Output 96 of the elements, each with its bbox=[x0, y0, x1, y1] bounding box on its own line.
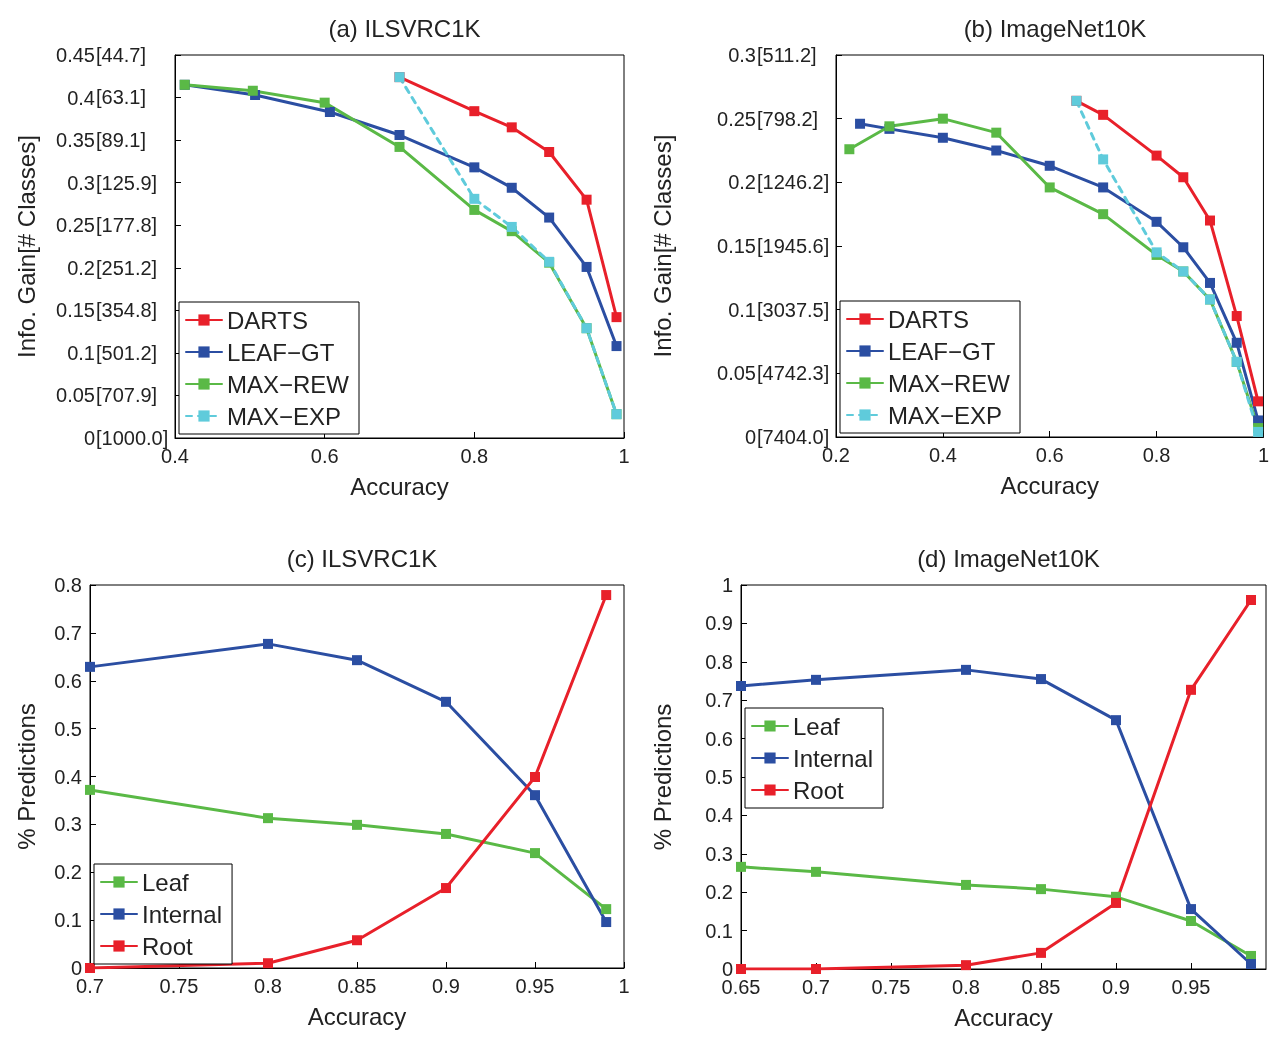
y-tick-label: 0.7 bbox=[54, 621, 82, 644]
y-tick-label: 1 bbox=[721, 574, 733, 596]
y-tick-label: 0.6 bbox=[705, 727, 733, 750]
y-tick-label: 0 bbox=[70, 957, 82, 979]
y-tick-label: 0.8 bbox=[54, 574, 82, 596]
x-tick-label: 0.7 bbox=[802, 976, 830, 998]
y-tick-label: 0.4 bbox=[705, 804, 733, 827]
y-tick-label: 0.5 bbox=[705, 766, 733, 788]
chart-title: (d) ImageNet10K bbox=[917, 544, 1100, 572]
legend-label: MAX−EXP bbox=[227, 402, 342, 430]
x-tick-label: 0.85 bbox=[337, 975, 377, 997]
x-tick-label: 0.95 bbox=[1171, 976, 1211, 998]
x-tick-label: 0.8 bbox=[254, 975, 282, 997]
y-tick-label: 0.3 bbox=[67, 171, 95, 194]
y2-tick-label: [89.1] bbox=[96, 129, 147, 152]
y-axis-title: % Predictions bbox=[648, 703, 676, 851]
y-tick-label: 0.3 bbox=[728, 44, 756, 66]
legend-label: DARTS bbox=[227, 306, 308, 334]
y-tick-label: 0.15 bbox=[56, 299, 95, 322]
y-tick-label: 0.15 bbox=[717, 235, 756, 257]
legend-label: LEAF−GT bbox=[227, 338, 335, 366]
y-tick-label: 0.4 bbox=[54, 765, 82, 788]
y2-tick-label: [3037.5] bbox=[757, 298, 830, 321]
legend-label: Root bbox=[142, 932, 194, 960]
y-tick-label: 0.9 bbox=[705, 612, 733, 635]
y2-tick-label: [1945.6] bbox=[757, 235, 830, 258]
x-tick-label: 0.8 bbox=[460, 445, 489, 467]
chart-title: (a) ILSVRC1K bbox=[328, 14, 481, 42]
y-tick-label: 0.3 bbox=[705, 842, 733, 865]
legend-label: MAX−EXP bbox=[888, 401, 1003, 429]
y-axis-title: Info. Gain[# Classes] bbox=[12, 135, 40, 358]
y2-tick-label: [501.2] bbox=[96, 341, 158, 364]
legend-label: MAX−REW bbox=[888, 369, 1011, 397]
y-tick-label: 0.5 bbox=[54, 717, 82, 740]
x-tick-label: 0.6 bbox=[1035, 444, 1064, 466]
y2-tick-label: [63.1] bbox=[96, 86, 147, 109]
y2-tick-label: [1246.2] bbox=[757, 171, 830, 194]
y-tick-label: 0.7 bbox=[705, 689, 733, 712]
y-tick-label: 0.8 bbox=[705, 650, 733, 673]
y-tick-label: 0 bbox=[744, 426, 756, 448]
y2-tick-label: [251.2] bbox=[96, 256, 158, 279]
y-tick-label: 0.1 bbox=[728, 298, 756, 321]
y-axis-title: Info. Gain[# Classes] bbox=[648, 134, 676, 358]
legend-label: Root bbox=[793, 776, 845, 804]
y-tick-label: 0.2 bbox=[67, 256, 95, 279]
x-tick-label: 0.9 bbox=[432, 975, 460, 997]
x-tick-label: 1 bbox=[1257, 444, 1269, 466]
x-tick-label: 0.8 bbox=[952, 976, 980, 998]
y-tick-label: 0.4 bbox=[67, 86, 95, 109]
x-tick-label: 0.4 bbox=[928, 444, 957, 466]
y-tick-label: 0.35 bbox=[56, 129, 95, 152]
y-tick-label: 0.2 bbox=[54, 861, 82, 884]
y-tick-label: 0.3 bbox=[54, 813, 82, 836]
x-tick-label: 0.75 bbox=[871, 976, 911, 998]
x-tick-label: 1 bbox=[618, 445, 630, 467]
y2-tick-label: [44.7] bbox=[96, 44, 147, 66]
y-tick-label: 0.6 bbox=[54, 669, 82, 692]
y2-tick-label: [798.2] bbox=[757, 107, 819, 130]
y2-tick-label: [707.9] bbox=[96, 384, 158, 407]
x-tick-label: 0.6 bbox=[310, 445, 339, 467]
x-tick-label: 0.95 bbox=[515, 975, 555, 997]
chart-title: (c) ILSVRC1K bbox=[286, 544, 438, 572]
y-tick-label: 0.25 bbox=[56, 214, 95, 237]
y-tick-label: 0.45 bbox=[56, 44, 95, 66]
x-axis-title: Accuracy bbox=[350, 472, 449, 500]
y2-tick-label: [125.9] bbox=[96, 171, 158, 194]
y-tick-label: 0.1 bbox=[705, 919, 733, 942]
y-tick-label: 0.1 bbox=[67, 341, 95, 364]
y2-tick-label: [4742.3] bbox=[757, 362, 830, 385]
legend-label: Internal bbox=[793, 744, 874, 772]
x-tick-label: 0.9 bbox=[1102, 976, 1130, 998]
chart-title: (b) ImageNet10K bbox=[963, 14, 1147, 42]
legend-label: LEAF−GT bbox=[888, 337, 996, 365]
y-axis-title: % Predictions bbox=[12, 703, 40, 850]
y-tick-label: 0.05 bbox=[56, 384, 95, 407]
x-axis-title: Accuracy bbox=[954, 1003, 1053, 1031]
legend-label: Internal bbox=[142, 900, 223, 928]
x-tick-label: 1 bbox=[618, 975, 630, 997]
legend-label: Leaf bbox=[793, 712, 841, 740]
y-tick-label: 0 bbox=[83, 427, 95, 449]
y-tick-label: 0.2 bbox=[728, 171, 756, 194]
y2-tick-label: [354.8] bbox=[96, 299, 158, 322]
y-tick-label: 0.05 bbox=[717, 362, 756, 385]
x-axis-title: Accuracy bbox=[307, 1002, 407, 1030]
y2-tick-label: [511.2] bbox=[757, 44, 817, 66]
legend-label: MAX−REW bbox=[227, 370, 350, 398]
x-axis-title: Accuracy bbox=[1000, 471, 1100, 499]
y-tick-label: 0.2 bbox=[705, 881, 733, 904]
x-tick-label: 0.8 bbox=[1142, 444, 1171, 466]
y2-tick-label: [177.8] bbox=[96, 214, 158, 237]
y-tick-label: 0.25 bbox=[717, 107, 756, 130]
y-tick-label: 0.1 bbox=[54, 909, 82, 932]
x-tick-label: 0.75 bbox=[159, 975, 199, 997]
x-tick-label: 0.85 bbox=[1021, 976, 1061, 998]
legend-label: Leaf bbox=[142, 868, 190, 896]
legend-label: DARTS bbox=[888, 305, 969, 333]
